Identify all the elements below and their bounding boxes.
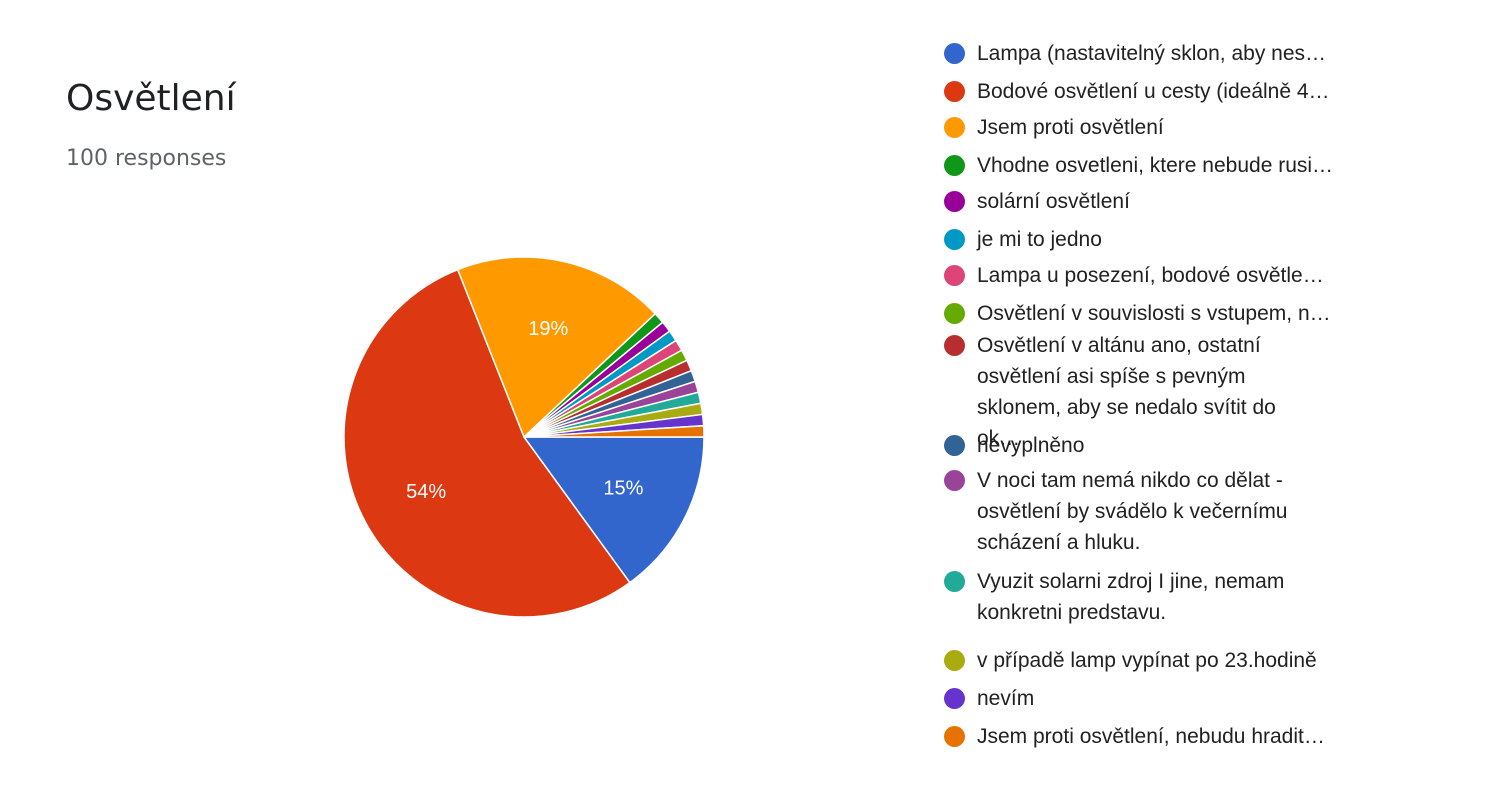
pie-slice-1[interactable] bbox=[343, 268, 631, 618]
legend-item[interactable]: Vyuzit solarni zdroj I jine, nemam konkr… bbox=[944, 566, 1322, 628]
legend-swatch bbox=[944, 155, 965, 176]
legend-label: v případě lamp vypínat po 23.hodině bbox=[977, 649, 1317, 672]
legend-item[interactable]: Jsem proti osvětlení bbox=[944, 112, 1377, 143]
legend-item[interactable]: je mi to jedno bbox=[944, 224, 1377, 255]
legend-item[interactable]: Bodové osvětlení u cesty (ideálně 4… bbox=[944, 76, 1377, 107]
legend-swatch bbox=[944, 117, 965, 138]
legend-item[interactable]: Lampa u posezení, bodové osvětle… bbox=[944, 260, 1377, 291]
legend-item[interactable]: Osvětlení v altánu ano, ostatní osvětlen… bbox=[944, 330, 1307, 454]
legend-label: Vhodne osvetleni, ktere nebude rusi… bbox=[977, 154, 1334, 177]
legend-item[interactable]: Lampa (nastavitelný sklon, aby nes… bbox=[944, 38, 1377, 69]
legend-item[interactable]: v případě lamp vypínat po 23.hodině bbox=[944, 645, 1377, 676]
legend-label: Bodové osvětlení u cesty (ideálně 4… bbox=[977, 80, 1330, 103]
legend-label: Vyuzit solarni zdroj I jine, nemam konkr… bbox=[977, 570, 1285, 624]
legend-swatch bbox=[944, 470, 965, 491]
legend-item[interactable]: nevím bbox=[944, 683, 1377, 714]
slice-label-0: 15% bbox=[603, 478, 643, 500]
response-count: 100 responses bbox=[66, 146, 227, 171]
legend-label: V noci tam nemá nikdo co dělat - osvětle… bbox=[977, 469, 1288, 554]
legend-swatch bbox=[944, 191, 965, 212]
legend-swatch bbox=[944, 335, 965, 356]
legend-swatch bbox=[944, 435, 965, 456]
legend-swatch bbox=[944, 650, 965, 671]
legend-label: Jsem proti osvětlení bbox=[977, 116, 1164, 139]
legend-label: solární osvětlení bbox=[977, 190, 1130, 213]
legend-item[interactable]: Vhodne osvetleni, ktere nebude rusi… bbox=[944, 150, 1377, 181]
pie-slice-0[interactable] bbox=[522, 436, 705, 584]
legend-label: nevyplněno bbox=[977, 434, 1085, 457]
legend-label: Lampa u posezení, bodové osvětle… bbox=[977, 264, 1324, 287]
legend-swatch bbox=[944, 571, 965, 592]
legend-label: je mi to jedno bbox=[977, 228, 1102, 251]
legend-swatch bbox=[944, 303, 965, 324]
legend-item[interactable]: Jsem proti osvětlení, nebudu hradit… bbox=[944, 721, 1377, 752]
legend-swatch bbox=[944, 265, 965, 286]
legend-swatch bbox=[944, 81, 965, 102]
legend-label: Osvětlení v altánu ano, ostatní osvětlen… bbox=[977, 334, 1276, 450]
pie-slice-2[interactable] bbox=[456, 256, 657, 439]
legend-label: Osvětlení v souvislosti s vstupem, n… bbox=[977, 302, 1331, 325]
chart-title: Osvětlení bbox=[66, 78, 236, 119]
legend-label: Jsem proti osvětlení, nebudu hradit… bbox=[977, 725, 1325, 748]
legend-label: Lampa (nastavitelný sklon, aby nes… bbox=[977, 42, 1327, 65]
legend-item[interactable]: solární osvětlení bbox=[944, 186, 1377, 217]
legend-label: nevím bbox=[977, 687, 1035, 710]
legend-swatch bbox=[944, 726, 965, 747]
legend-swatch bbox=[944, 688, 965, 709]
pie-slice-14[interactable] bbox=[523, 424, 705, 438]
legend-swatch bbox=[944, 43, 965, 64]
legend-item[interactable]: nevyplněno bbox=[944, 430, 1377, 461]
slice-label-2: 19% bbox=[528, 318, 568, 340]
slice-label-1: 54% bbox=[406, 481, 446, 503]
legend-swatch bbox=[944, 229, 965, 250]
legend-item[interactable]: Osvětlení v souvislosti s vstupem, n… bbox=[944, 298, 1377, 329]
legend-item[interactable]: V noci tam nemá nikdo co dělat - osvětle… bbox=[944, 465, 1322, 558]
